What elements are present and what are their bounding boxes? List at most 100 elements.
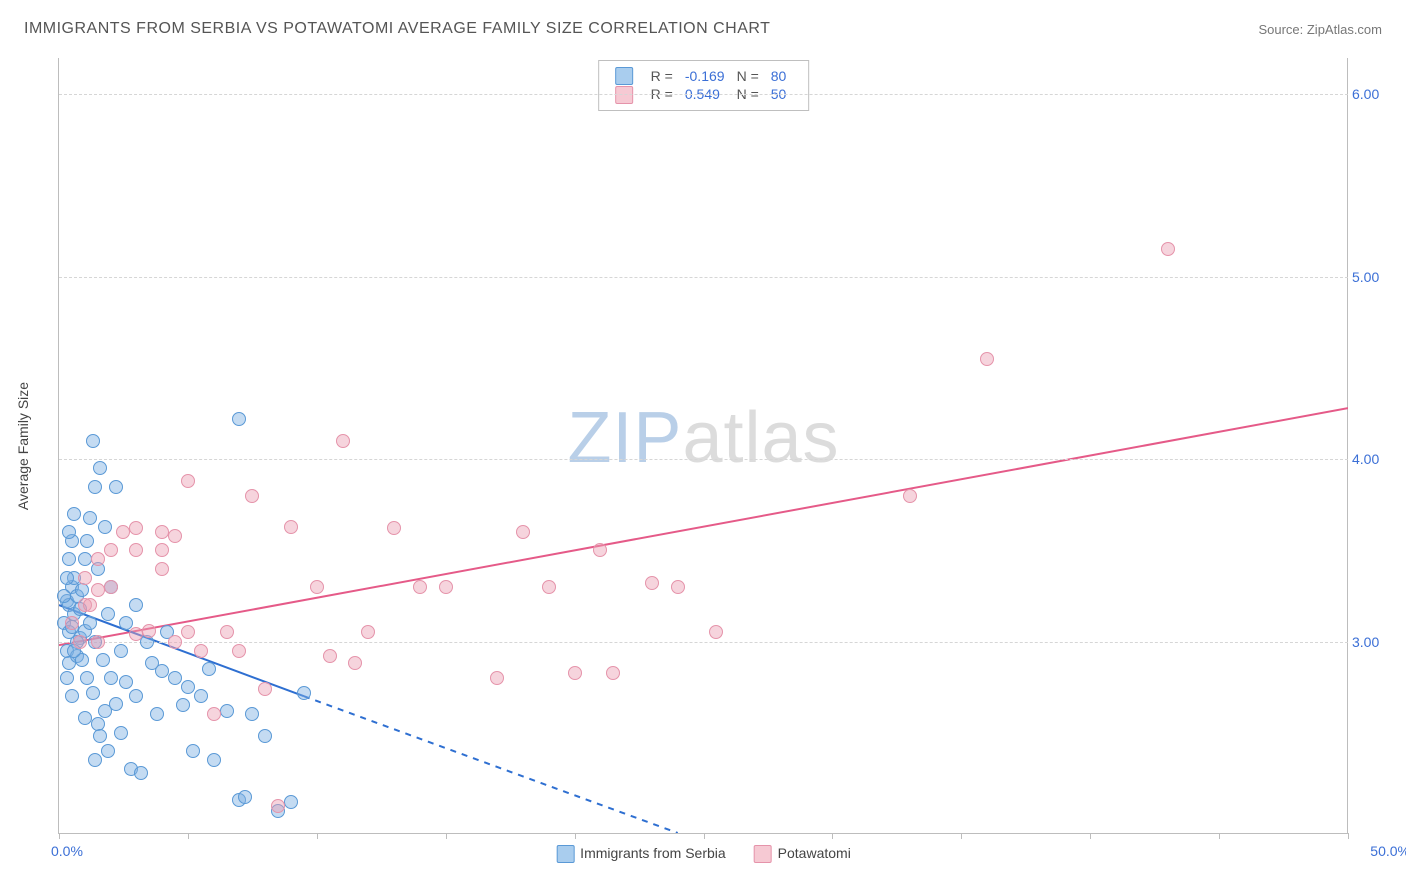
scatter-point bbox=[168, 635, 182, 649]
scatter-point bbox=[168, 529, 182, 543]
scatter-point bbox=[86, 434, 100, 448]
scatter-point bbox=[129, 543, 143, 557]
x-tick bbox=[961, 833, 962, 839]
scatter-point bbox=[101, 744, 115, 758]
scatter-point bbox=[83, 511, 97, 525]
y-axis-title: Average Family Size bbox=[15, 381, 31, 509]
scatter-point bbox=[220, 704, 234, 718]
trend-line bbox=[304, 696, 678, 833]
x-tick bbox=[1219, 833, 1220, 839]
trend-line bbox=[59, 408, 1348, 645]
scatter-point bbox=[96, 653, 110, 667]
scatter-point bbox=[75, 583, 89, 597]
scatter-point bbox=[194, 689, 208, 703]
scatter-point bbox=[232, 644, 246, 658]
scatter-point bbox=[155, 664, 169, 678]
y-tick-label: 4.00 bbox=[1352, 451, 1400, 467]
scatter-point bbox=[980, 352, 994, 366]
stats-legend-row: R =-0.169N =80 bbox=[609, 67, 793, 85]
scatter-point bbox=[181, 474, 195, 488]
scatter-point bbox=[671, 580, 685, 594]
x-axis-max-label: 50.0% bbox=[1370, 843, 1406, 859]
scatter-point bbox=[232, 412, 246, 426]
scatter-point bbox=[91, 583, 105, 597]
source-prefix: Source: bbox=[1258, 22, 1306, 37]
stats-legend-cell bbox=[609, 67, 645, 85]
scatter-point bbox=[91, 717, 105, 731]
series-legend-item: Potawatomi bbox=[754, 845, 851, 861]
x-tick bbox=[446, 833, 447, 839]
scatter-point bbox=[88, 480, 102, 494]
watermark-left: ZIP bbox=[567, 397, 682, 477]
scatter-point bbox=[134, 766, 148, 780]
scatter-point bbox=[1161, 242, 1175, 256]
scatter-point bbox=[73, 635, 87, 649]
series-legend: Immigrants from Serbia Potawatomi bbox=[542, 845, 865, 863]
scatter-point bbox=[387, 521, 401, 535]
scatter-point bbox=[297, 686, 311, 700]
x-tick bbox=[317, 833, 318, 839]
scatter-point bbox=[57, 589, 71, 603]
x-tick bbox=[832, 833, 833, 839]
scatter-point bbox=[238, 790, 252, 804]
scatter-point bbox=[93, 461, 107, 475]
series-legend-item: Immigrants from Serbia bbox=[556, 845, 725, 861]
scatter-point bbox=[91, 635, 105, 649]
scatter-point bbox=[542, 580, 556, 594]
scatter-point bbox=[176, 698, 190, 712]
scatter-point bbox=[65, 689, 79, 703]
scatter-point bbox=[168, 671, 182, 685]
scatter-point bbox=[83, 616, 97, 630]
scatter-point bbox=[109, 697, 123, 711]
scatter-point bbox=[361, 625, 375, 639]
scatter-point bbox=[516, 525, 530, 539]
scatter-point bbox=[80, 534, 94, 548]
scatter-point bbox=[413, 580, 427, 594]
scatter-point bbox=[220, 625, 234, 639]
x-tick bbox=[1348, 833, 1349, 839]
scatter-point bbox=[207, 753, 221, 767]
x-tick bbox=[575, 833, 576, 839]
scatter-point bbox=[245, 707, 259, 721]
scatter-point bbox=[181, 680, 195, 694]
scatter-point bbox=[568, 666, 582, 680]
watermark: ZIPatlas bbox=[567, 396, 839, 478]
stats-legend-cell: R = bbox=[645, 67, 679, 85]
scatter-point bbox=[104, 580, 118, 594]
stats-legend-cell: N = bbox=[731, 67, 765, 85]
scatter-point bbox=[101, 607, 115, 621]
legend-swatch bbox=[754, 845, 772, 863]
scatter-point bbox=[142, 624, 156, 638]
scatter-point bbox=[490, 671, 504, 685]
stats-legend-cell: -0.169 bbox=[679, 67, 731, 85]
plot-area: ZIPatlas Average Family Size R =-0.169N … bbox=[58, 58, 1348, 834]
scatter-point bbox=[181, 625, 195, 639]
scatter-point bbox=[903, 489, 917, 503]
scatter-point bbox=[109, 480, 123, 494]
gridline bbox=[59, 277, 1348, 278]
series-legend-label: Immigrants from Serbia bbox=[580, 845, 725, 861]
scatter-point bbox=[284, 795, 298, 809]
scatter-point bbox=[104, 543, 118, 557]
scatter-point bbox=[62, 552, 76, 566]
scatter-point bbox=[258, 729, 272, 743]
scatter-point bbox=[60, 571, 74, 585]
gridline bbox=[59, 642, 1348, 643]
scatter-point bbox=[348, 656, 362, 670]
scatter-point bbox=[336, 434, 350, 448]
stats-legend: R =-0.169N =80R =0.549N =50 bbox=[598, 60, 810, 111]
scatter-point bbox=[258, 682, 272, 696]
scatter-point bbox=[186, 744, 200, 758]
x-axis-min-label: 0.0% bbox=[51, 843, 83, 859]
legend-swatch bbox=[556, 845, 574, 863]
scatter-point bbox=[80, 671, 94, 685]
scatter-point bbox=[207, 707, 221, 721]
scatter-point bbox=[86, 686, 100, 700]
scatter-point bbox=[129, 689, 143, 703]
scatter-point bbox=[593, 543, 607, 557]
gridline bbox=[59, 459, 1348, 460]
scatter-point bbox=[60, 671, 74, 685]
scatter-point bbox=[91, 552, 105, 566]
scatter-point bbox=[65, 616, 79, 630]
scatter-point bbox=[104, 671, 118, 685]
